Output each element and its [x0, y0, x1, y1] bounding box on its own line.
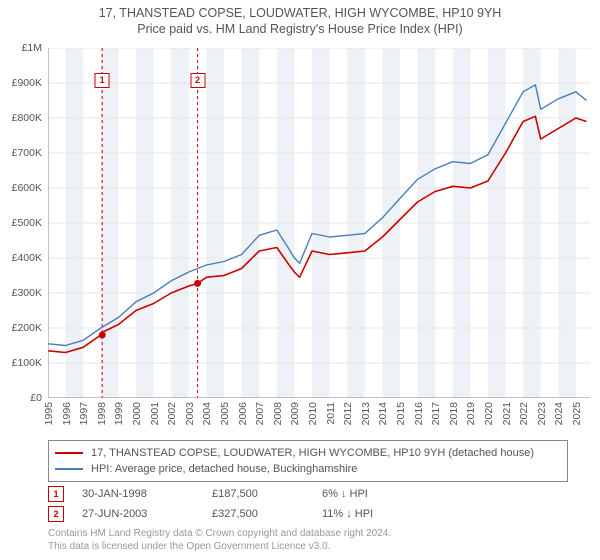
title-line-1: 17, THANSTEAD COPSE, LOUDWATER, HIGH WYC… — [0, 6, 600, 20]
y-axis-label: £300K — [2, 287, 42, 299]
chart-marker-1: 1 — [95, 73, 110, 88]
x-axis-label: 2003 — [184, 402, 196, 425]
x-axis-label: 2011 — [325, 402, 337, 425]
x-axis-label: 2010 — [307, 402, 319, 425]
y-axis-label: £100K — [2, 357, 42, 369]
x-axis-label: 2014 — [377, 402, 389, 425]
chart-svg — [48, 48, 590, 398]
marker-date-1: 30-JAN-1998 — [82, 488, 212, 500]
footer-attribution: Contains HM Land Registry data © Crown c… — [48, 528, 391, 553]
x-axis-label: 2022 — [518, 402, 530, 425]
x-axis-label: 2021 — [501, 402, 513, 425]
legend-label-hpi: HPI: Average price, detached house, Buck… — [91, 463, 357, 475]
y-axis-label: £700K — [2, 147, 42, 159]
x-axis-label: 2016 — [413, 402, 425, 425]
marker-badge-1: 1 — [48, 486, 64, 502]
legend-swatch-subject — [55, 452, 83, 454]
x-axis-label: 2012 — [342, 402, 354, 425]
title-block: 17, THANSTEAD COPSE, LOUDWATER, HIGH WYC… — [0, 0, 600, 36]
x-axis-label: 2002 — [166, 402, 178, 425]
x-axis-label: 1998 — [96, 402, 108, 425]
legend-row-subject: 17, THANSTEAD COPSE, LOUDWATER, HIGH WYC… — [55, 445, 561, 461]
title-line-2: Price paid vs. HM Land Registry's House … — [0, 22, 600, 36]
legend-box: 17, THANSTEAD COPSE, LOUDWATER, HIGH WYC… — [48, 440, 568, 482]
x-axis-label: 1999 — [113, 402, 125, 425]
chart-area: 12£0£100K£200K£300K£400K£500K£600K£700K£… — [48, 48, 590, 398]
x-axis-label: 2001 — [149, 402, 161, 425]
legend-swatch-hpi — [55, 468, 83, 469]
x-axis-label: 2019 — [465, 402, 477, 425]
x-axis-label: 2007 — [254, 402, 266, 425]
marker-price-1: £187,500 — [212, 488, 322, 500]
marker-date-2: 27-JUN-2003 — [82, 508, 212, 520]
y-axis-label: £200K — [2, 322, 42, 334]
y-axis-label: £800K — [2, 112, 42, 124]
x-axis-label: 2025 — [571, 402, 583, 425]
footer-line-2: This data is licensed under the Open Gov… — [48, 541, 391, 554]
marker-row-1: 1 30-JAN-1998 £187,500 6% ↓ HPI — [48, 484, 442, 504]
marker-row-2: 2 27-JUN-2003 £327,500 11% ↓ HPI — [48, 504, 442, 524]
x-axis-label: 2009 — [289, 402, 301, 425]
x-axis-label: 2024 — [553, 402, 565, 425]
y-axis-label: £1M — [2, 42, 42, 54]
y-axis-label: £500K — [2, 217, 42, 229]
x-axis-label: 2023 — [536, 402, 548, 425]
x-axis-label: 2017 — [430, 402, 442, 425]
x-axis-label: 1997 — [78, 402, 90, 425]
x-axis-label: 2006 — [237, 402, 249, 425]
legend-row-hpi: HPI: Average price, detached house, Buck… — [55, 461, 561, 477]
x-axis-label: 2005 — [219, 402, 231, 425]
y-axis-label: £400K — [2, 252, 42, 264]
x-axis-label: 2015 — [395, 402, 407, 425]
x-axis-label: 2018 — [448, 402, 460, 425]
marker-badge-2: 2 — [48, 506, 64, 522]
chart-container: 17, THANSTEAD COPSE, LOUDWATER, HIGH WYC… — [0, 0, 600, 560]
x-axis-label: 2008 — [272, 402, 284, 425]
marker-delta-2: 11% ↓ HPI — [322, 508, 442, 520]
x-axis-label: 2013 — [360, 402, 372, 425]
y-axis-label: £600K — [2, 182, 42, 194]
chart-marker-2: 2 — [190, 73, 205, 88]
x-axis-label: 2000 — [131, 402, 143, 425]
marker-price-2: £327,500 — [212, 508, 322, 520]
marker-delta-1: 6% ↓ HPI — [322, 488, 442, 500]
y-axis-label: £900K — [2, 77, 42, 89]
x-axis-label: 1996 — [61, 402, 73, 425]
marker-table: 1 30-JAN-1998 £187,500 6% ↓ HPI 2 27-JUN… — [48, 484, 442, 524]
y-axis-label: £0 — [2, 392, 42, 404]
legend-label-subject: 17, THANSTEAD COPSE, LOUDWATER, HIGH WYC… — [91, 447, 534, 459]
footer-line-1: Contains HM Land Registry data © Crown c… — [48, 528, 391, 541]
x-axis-label: 1995 — [43, 402, 55, 425]
x-axis-label: 2020 — [483, 402, 495, 425]
x-axis-label: 2004 — [201, 402, 213, 425]
